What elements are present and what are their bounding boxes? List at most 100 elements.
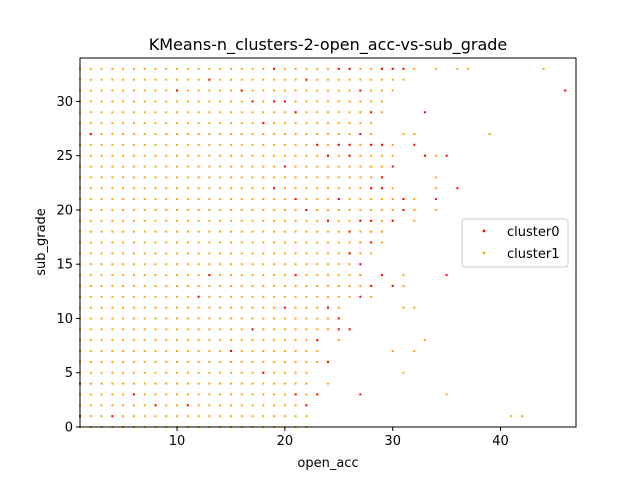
point-cluster0 [294,393,297,396]
point-cluster1 [176,306,179,309]
point-cluster1 [122,219,125,222]
point-cluster1 [122,143,125,146]
point-cluster1 [111,284,114,287]
point-cluster1 [229,122,232,125]
point-cluster1 [251,350,254,353]
point-cluster1 [229,187,232,190]
point-cluster1 [154,382,157,385]
point-cluster1 [240,350,243,353]
point-cluster1 [89,274,92,277]
point-cluster1 [316,154,319,157]
point-cluster1 [305,154,308,157]
point-cluster0 [391,219,394,222]
point-cluster1 [143,306,146,309]
point-cluster1 [305,393,308,396]
legend-marker-cluster1 [482,251,486,255]
point-cluster0 [359,263,362,266]
point-cluster1 [197,132,200,135]
point-cluster1 [337,100,340,103]
point-cluster1 [176,371,179,374]
point-cluster1 [327,295,329,298]
point-cluster1 [402,371,405,374]
point-cluster1 [294,317,297,320]
point-cluster1 [337,208,340,211]
point-cluster1 [380,230,383,233]
point-cluster1 [305,328,308,331]
point-cluster1 [283,371,286,374]
point-cluster1 [154,67,157,70]
point-cluster1 [262,100,265,103]
point-cluster1 [283,393,286,396]
point-cluster1 [100,208,103,211]
point-cluster1 [219,382,222,385]
point-cluster1 [89,295,92,298]
point-cluster1 [186,360,189,363]
point-cluster1 [229,78,232,81]
point-cluster1 [122,100,125,103]
point-cluster1 [413,350,416,353]
point-cluster1 [240,252,243,255]
point-cluster1 [165,252,168,255]
point-cluster1 [434,67,437,70]
point-cluster1 [100,404,103,407]
point-cluster1 [186,154,189,157]
point-cluster1 [143,176,146,179]
point-cluster1 [273,263,276,266]
point-cluster1 [89,415,92,418]
point-cluster1 [229,306,232,309]
point-cluster1 [100,230,103,233]
point-cluster1 [122,122,125,125]
point-cluster1 [262,317,265,320]
point-cluster1 [154,274,157,277]
x-tick-label: 30 [384,434,401,449]
point-cluster1 [165,393,168,396]
point-cluster1 [240,219,243,222]
point-cluster0 [316,393,319,396]
point-cluster1 [197,100,200,103]
point-cluster1 [262,154,265,157]
point-cluster1 [337,132,340,135]
point-cluster1 [197,111,200,114]
point-cluster1 [229,371,232,374]
y-axis-label: sub_grade [34,208,49,276]
point-cluster1 [122,132,125,135]
point-cluster1 [154,350,157,353]
point-cluster1 [240,371,243,374]
point-cluster1 [305,274,308,277]
point-cluster1 [122,404,125,407]
point-cluster1 [208,360,211,363]
point-cluster1 [186,382,189,385]
point-cluster1 [154,122,157,125]
point-cluster1 [229,165,232,168]
point-cluster1 [154,284,157,287]
point-cluster0 [283,306,286,309]
point-cluster1 [143,371,146,374]
point-cluster1 [219,371,222,374]
point-cluster1 [348,295,351,298]
point-cluster1 [165,143,168,146]
point-cluster1 [391,198,394,201]
point-cluster1 [294,208,297,211]
point-cluster1 [165,263,168,266]
point-cluster1 [391,350,394,353]
point-cluster1 [273,176,276,179]
point-cluster1 [413,219,416,222]
point-cluster1 [208,350,211,353]
point-cluster1 [122,415,125,418]
point-cluster1 [132,165,135,168]
point-cluster1 [294,187,297,190]
point-cluster1 [197,263,200,266]
point-cluster1 [380,100,383,103]
point-cluster1 [122,295,125,298]
point-cluster0 [294,198,297,201]
point-cluster1 [251,230,254,233]
point-cluster1 [240,198,243,201]
point-cluster1 [424,339,427,342]
point-cluster1 [143,274,146,277]
point-cluster1 [359,67,362,70]
point-cluster1 [316,89,319,92]
point-cluster1 [100,360,103,363]
point-cluster1 [262,219,265,222]
point-cluster1 [208,122,211,125]
point-cluster1 [316,295,319,298]
